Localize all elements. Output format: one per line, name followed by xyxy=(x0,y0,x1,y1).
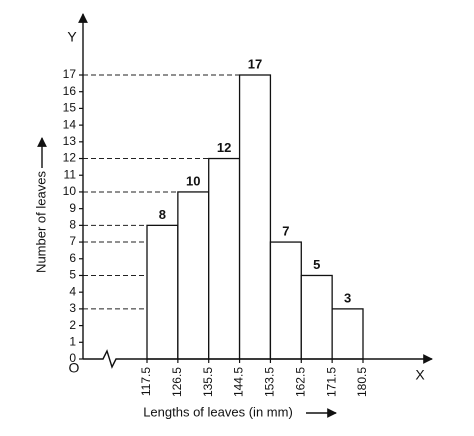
bar xyxy=(300,274,333,360)
bar xyxy=(238,74,272,360)
y-tick-label: 11 xyxy=(64,167,77,181)
origin-label: O xyxy=(69,360,80,376)
y-tick-label: 13 xyxy=(63,134,77,148)
x-tick-label: 135.5 xyxy=(201,367,215,397)
y-tick-label: 17 xyxy=(63,67,77,81)
data-label: 17 xyxy=(248,56,262,71)
bar xyxy=(177,191,210,360)
data-label: 7 xyxy=(282,223,289,238)
x-axis-label: Lengths of leaves (in mm) xyxy=(143,404,293,419)
y-axis-label: Number of leaves xyxy=(33,171,48,273)
data-label: 5 xyxy=(313,257,320,272)
bar xyxy=(269,241,302,360)
x-tick-label: 153.5 xyxy=(263,367,277,397)
y-tick-label: 12 xyxy=(63,151,77,165)
y-tick-label: 2 xyxy=(69,318,76,332)
y-tick-label: 8 xyxy=(69,218,76,232)
y-tick-label: 6 xyxy=(69,251,76,265)
x-tick-label: 162.5 xyxy=(293,367,307,397)
bar xyxy=(208,157,241,360)
y-tick-label: 3 xyxy=(69,301,76,315)
bar xyxy=(146,224,179,360)
y-tick-label: 7 xyxy=(69,234,76,248)
data-label: 3 xyxy=(344,290,351,305)
x-axis-name: X xyxy=(415,367,425,383)
data-label: 12 xyxy=(217,140,231,155)
y-tick-label: 4 xyxy=(69,284,76,298)
x-tick-label: 180.5 xyxy=(355,367,369,397)
data-label: 10 xyxy=(186,173,200,188)
bar xyxy=(331,308,364,360)
y-tick-label: 10 xyxy=(63,184,77,198)
y-tick-label: 0 xyxy=(69,351,76,365)
y-tick-label: 1 xyxy=(69,334,76,348)
y-tick-label: 15 xyxy=(63,101,77,115)
x-tick-label: 126.5 xyxy=(170,367,184,397)
y-tick-label: 16 xyxy=(63,84,77,98)
y-tick-label: 5 xyxy=(69,268,76,282)
x-tick-label: 144.5 xyxy=(232,367,246,397)
y-axis-name: Y xyxy=(67,29,77,45)
data-label: 8 xyxy=(159,207,166,222)
y-tick-label: 9 xyxy=(69,201,76,215)
x-tick-label: 171.5 xyxy=(324,367,338,397)
x-tick-label: 117.5 xyxy=(139,367,153,396)
y-tick-label: 14 xyxy=(63,117,77,131)
x-axis xyxy=(83,349,433,369)
